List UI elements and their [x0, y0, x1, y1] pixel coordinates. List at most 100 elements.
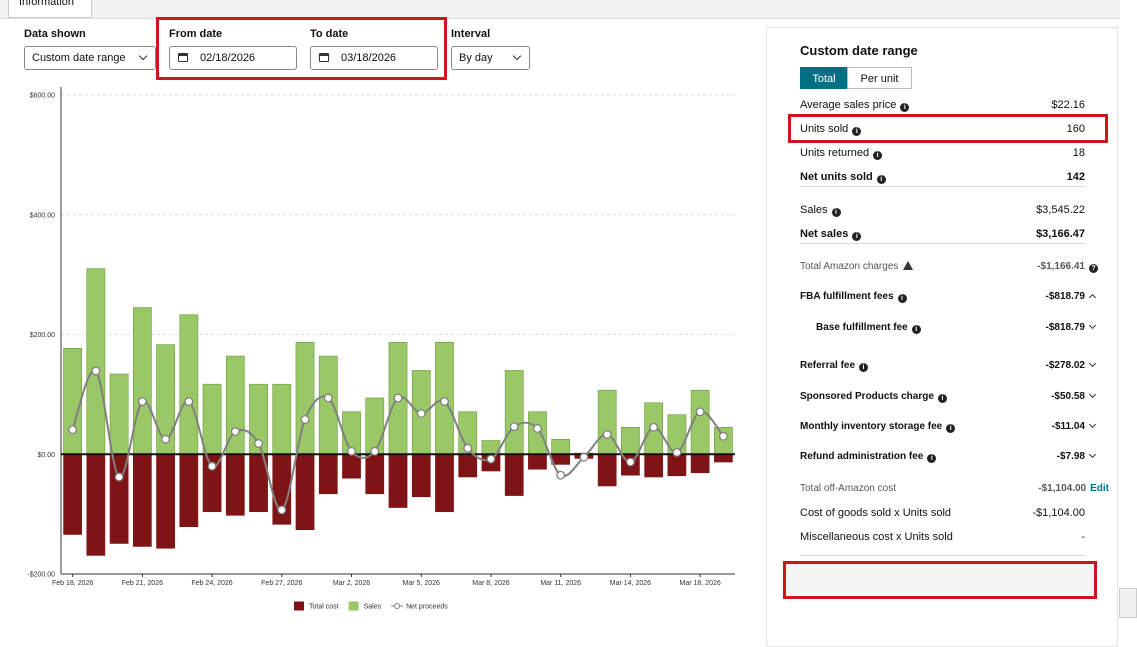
info-icon[interactable]: i	[873, 151, 883, 160]
bar	[179, 453, 199, 527]
chevron[interactable]	[1088, 420, 1097, 429]
bar	[63, 453, 82, 535]
chevron[interactable]	[1088, 321, 1097, 330]
net-proceeds-point	[277, 505, 287, 515]
toggle-button[interactable]: Total	[800, 67, 848, 89]
value-text: -$1,166.41	[1037, 261, 1085, 272]
filter-label: Interval	[451, 28, 491, 40]
value-text: -$7.98	[1056, 451, 1085, 462]
bar	[63, 347, 82, 455]
info-icon[interactable]: i	[900, 103, 910, 112]
bar	[225, 453, 245, 516]
bar	[342, 453, 361, 479]
row-value: $22.16	[1051, 97, 1085, 113]
net-proceeds-point	[393, 393, 403, 403]
x-tick-label: Mar 18, 2026	[680, 580, 721, 587]
y-tick-label: $200.00	[30, 332, 55, 339]
x-tick-label: Feb 21, 2026	[122, 580, 163, 587]
info-icon[interactable]: i	[831, 208, 841, 217]
summary-row: Net units sold i 142	[800, 169, 1085, 185]
help-icon[interactable]: ?	[1089, 264, 1098, 273]
bar	[365, 453, 385, 495]
value-text: $3,166.47	[1036, 228, 1085, 240]
y-tick-label: -$200.00	[27, 572, 55, 579]
bar	[411, 453, 431, 498]
summary-row: Units sold i 160	[800, 121, 1085, 137]
row-label: Total off-Amazon cost	[800, 483, 896, 494]
row-label: Cost of goods sold x Units sold	[800, 507, 952, 519]
row-label: Monthly inventory storage fee	[800, 421, 943, 432]
net-proceeds-point	[579, 452, 589, 462]
chart: -$200.00 $0.00 $200.00 $400.00 $600.00 Feb 18…	[27, 87, 735, 611]
edit-link[interactable]: Edit	[1090, 483, 1109, 494]
row-label: Average sales price	[800, 99, 897, 111]
divider	[800, 186, 1085, 187]
row-label: Base fulfillment fee	[816, 322, 908, 333]
bar	[528, 411, 547, 455]
info-icon[interactable]: i	[876, 175, 886, 184]
value-text: $3,545.22	[1036, 204, 1085, 216]
tab-bar	[0, 0, 1120, 19]
info-icon[interactable]: i	[937, 394, 947, 403]
value-text: 142	[1066, 171, 1085, 183]
select-value: By day	[459, 52, 493, 64]
summary-row: Total off-Amazon cost -$1,104.00 Edit	[800, 481, 1109, 497]
bar	[435, 453, 454, 513]
row-label: Net sales	[800, 228, 849, 240]
warning-icon[interactable]	[903, 261, 914, 270]
bar	[295, 453, 315, 530]
interval-select[interactable]: By day	[451, 46, 530, 70]
info-icon[interactable]: i	[911, 325, 921, 334]
value-text: -$278.02	[1045, 360, 1085, 371]
summary-row: Cost of goods sold x Units sold -$1,104.0…	[800, 505, 1085, 521]
bar	[318, 453, 338, 495]
info-icon[interactable]: i	[852, 127, 862, 136]
chevron[interactable]	[1088, 359, 1097, 368]
highlight-box	[156, 17, 447, 80]
bar	[551, 453, 571, 465]
data-shown-select[interactable]: Custom date range	[24, 46, 156, 70]
date-value: 02/18/2026	[200, 52, 256, 64]
from-date-input[interactable]: 02/18/2026	[169, 46, 297, 70]
chevron[interactable]	[1088, 390, 1097, 399]
net-proceeds-point	[300, 415, 310, 424]
panel-title: Custom date range	[800, 43, 918, 58]
row-value: 18	[1073, 145, 1085, 161]
info-icon[interactable]: i	[859, 363, 869, 372]
row-label: FBA fulfillment fees	[800, 291, 894, 302]
summary-row: Net sales i $3,166.47	[800, 226, 1085, 242]
value-text: 18	[1072, 147, 1085, 159]
legend-swatch	[348, 601, 359, 611]
to-date-input[interactable]: 03/18/2026	[310, 46, 438, 70]
bar	[272, 383, 292, 455]
info-icon[interactable]: i	[897, 294, 907, 303]
tab[interactable]: Information	[8, 0, 92, 18]
info-icon[interactable]: i	[852, 232, 862, 241]
chevron[interactable]	[1088, 450, 1097, 459]
toggle-button[interactable]: Per unit	[847, 67, 912, 89]
row-value: 160	[1067, 121, 1085, 137]
row-value: $3,545.22	[1036, 202, 1085, 218]
y-tick-label: $0.00	[37, 452, 55, 459]
bar	[714, 453, 733, 463]
summary-row: Referral fee i -$278.02	[800, 358, 1097, 374]
legend-swatch	[294, 601, 304, 611]
net-proceeds-point	[230, 427, 240, 436]
info-icon[interactable]: i	[927, 454, 937, 463]
summary-row: Sponsored Products charge i -$50.58	[800, 389, 1097, 405]
chevron[interactable]	[1088, 293, 1097, 302]
net-proceeds-point	[254, 439, 264, 448]
row-label: Sponsored Products charge	[800, 391, 934, 402]
bar	[365, 397, 385, 455]
net-proceeds-point	[184, 397, 194, 407]
filter-label: To date	[310, 28, 349, 40]
scroll-button[interactable]	[1119, 588, 1137, 618]
value-text: 160	[1066, 123, 1085, 135]
row-value: -$11.04	[1052, 419, 1097, 435]
net-proceeds-point	[440, 397, 449, 407]
net-proceeds-point	[370, 446, 380, 456]
info-icon[interactable]: i	[946, 424, 956, 433]
net-proceeds-point	[625, 457, 635, 467]
summary-row: Sales i $3,545.22	[800, 202, 1085, 218]
